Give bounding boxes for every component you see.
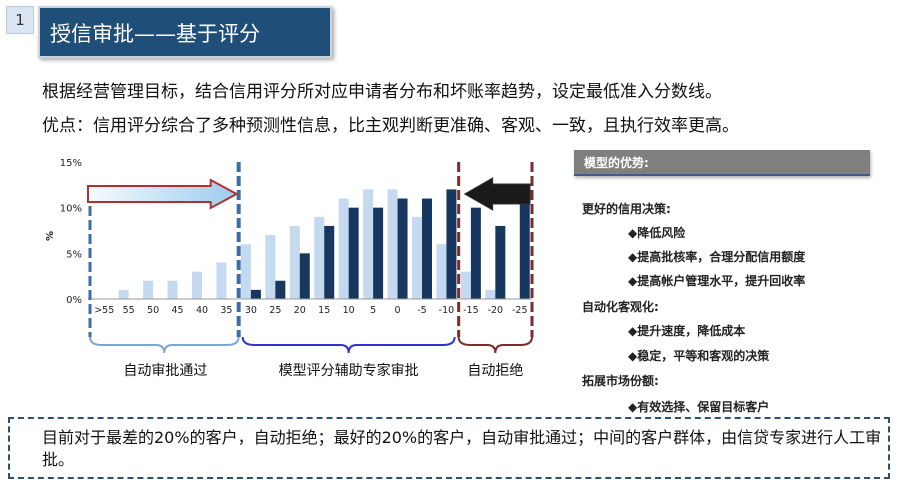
- x-tick-label: -15: [463, 305, 479, 316]
- expert-brace: [241, 336, 456, 354]
- x-tick-label: 20: [294, 305, 306, 316]
- y-tick-label: 5%: [66, 249, 82, 260]
- advantage-item: ◆提高帐户管理水平，提升回收率: [628, 274, 806, 288]
- bar: [460, 271, 471, 299]
- bar: [519, 189, 530, 299]
- bar: [240, 244, 251, 299]
- y-axis-label: %: [45, 231, 56, 241]
- bar: [167, 280, 178, 299]
- x-tick-label: -20: [488, 305, 504, 316]
- approve-arrow: [87, 178, 239, 210]
- bar: [289, 225, 300, 299]
- x-tick-label: 55: [123, 305, 135, 316]
- y-tick-label: 0%: [66, 295, 82, 306]
- bar: [118, 289, 129, 299]
- bar: [470, 207, 481, 299]
- x-tick-label: 35: [220, 305, 232, 316]
- bar: [299, 253, 310, 299]
- slide-number: 1: [6, 6, 34, 34]
- bar: [422, 198, 432, 299]
- reject-arrow: [463, 177, 531, 211]
- bar: [495, 225, 506, 299]
- title-banner: 授信审批——基于评分: [38, 6, 332, 58]
- page-title: 授信审批——基于评分: [50, 22, 260, 46]
- bar: [436, 244, 447, 299]
- region-label: 自动拒绝: [467, 363, 523, 379]
- note-text: 目前对于最差的20%的客户，自动拒绝；最好的20%的客户，自动审批通过；中间的客…: [42, 428, 882, 469]
- bar: [192, 271, 202, 299]
- x-tick-label: 50: [147, 305, 159, 316]
- advantage-item: ◆提高批核率，合理分配信用额度: [628, 250, 806, 264]
- y-tick-label: 10%: [60, 204, 82, 215]
- x-tick-label: 5: [370, 305, 376, 316]
- approve-brace: [89, 336, 240, 354]
- x-tick-label: -25: [512, 305, 528, 316]
- bar: [485, 289, 496, 299]
- bar: [348, 207, 359, 299]
- x-tick-label: 15: [318, 305, 330, 316]
- x-tick-label: 30: [245, 305, 257, 316]
- x-tick-label: 40: [196, 305, 208, 316]
- bar: [143, 280, 154, 299]
- panel-header: 模型的优势:: [574, 150, 870, 176]
- x-tick-label: 45: [172, 305, 184, 316]
- advantage-heading: 自动化客观化:: [582, 300, 659, 314]
- x-tick-label: 25: [269, 305, 281, 316]
- bar: [216, 262, 227, 299]
- bar: [412, 216, 422, 299]
- intro-line-1: 根据经营管理目标，结合信用评分所对应申请者分布和坏账率趋势，设定最低准入分数线。: [42, 82, 722, 102]
- x-tick-label: 10: [343, 305, 355, 316]
- intro-line-2: 优点：信用评分综合了多种预测性信息，比主观判断更准确、客观、一致，且执行效率更高…: [42, 116, 739, 136]
- advantage-item: ◆稳定，平等和客观的决策: [628, 349, 770, 363]
- region-label: 自动审批通过: [123, 363, 207, 379]
- note-box: 目前对于最差的20%的客户，自动拒绝；最好的20%的客户，自动审批通过；中间的客…: [8, 417, 890, 479]
- bar: [275, 280, 286, 299]
- advantage-item: ◆提升速度，降低成本: [628, 324, 746, 338]
- score-distribution-chart: 0%5%10%15%%>55 55 50 45 40 35 30 25 20 15 10 5 0 -5 -1…: [45, 158, 534, 379]
- bar: [324, 225, 335, 299]
- advantages-panel: 模型的优势: 更好的信用决策: ◆降低风险 ◆提高批核率，合理分配信用额度 ◆提高帐户…: [574, 150, 874, 414]
- bar: [338, 198, 349, 299]
- bar: [387, 189, 398, 299]
- reject-brace: [457, 336, 533, 354]
- panel-header-text: 模型的优势:: [584, 156, 649, 170]
- x-tick-label: >55: [94, 305, 114, 316]
- region-label: 模型评分辅助专家审批: [279, 362, 419, 379]
- x-tick-label: -5: [417, 305, 426, 316]
- advantage-item: ◆有效选择、保留目标客户: [628, 400, 770, 414]
- bar: [446, 189, 457, 299]
- bar: [363, 189, 374, 299]
- advantage-heading: 更好的信用决策:: [582, 202, 671, 216]
- bar: [314, 216, 325, 299]
- bar: [397, 198, 408, 299]
- x-tick-label: -10: [439, 305, 455, 316]
- bar: [250, 289, 261, 299]
- y-tick-label: 15%: [60, 158, 82, 169]
- advantage-heading: 拓展市场份额:: [582, 374, 659, 388]
- advantage-item: ◆降低风险: [628, 226, 686, 240]
- bar: [373, 207, 384, 299]
- bar: [265, 235, 276, 299]
- x-tick-label: 0: [395, 305, 401, 316]
